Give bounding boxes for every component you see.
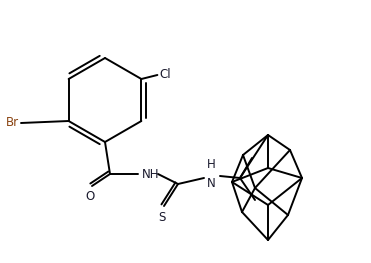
Text: S: S	[158, 211, 166, 224]
Text: NH: NH	[142, 168, 160, 180]
Text: H: H	[207, 158, 216, 171]
Text: N: N	[207, 177, 216, 190]
Text: Br: Br	[6, 117, 19, 129]
Text: O: O	[85, 190, 95, 203]
Text: Cl: Cl	[160, 68, 171, 80]
